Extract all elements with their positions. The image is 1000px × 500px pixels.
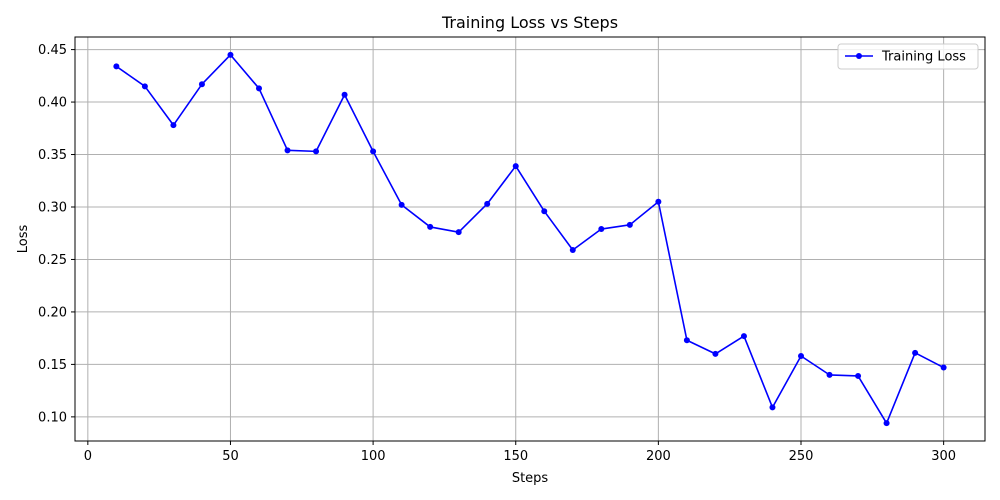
- y-tick-label: 0.20: [38, 305, 67, 320]
- data-point: [569, 247, 576, 254]
- data-point: [940, 364, 947, 371]
- y-tick-label: 0.30: [38, 200, 67, 215]
- y-tick-label: 0.40: [38, 96, 67, 111]
- data-point: [598, 226, 605, 233]
- data-point: [883, 420, 890, 427]
- x-axis-label: Steps: [512, 471, 549, 486]
- x-tick-label: 100: [361, 449, 386, 464]
- x-tick-label: 250: [789, 449, 814, 464]
- series-layer: [113, 51, 947, 427]
- data-point: [512, 163, 519, 170]
- legend: Training Loss: [837, 43, 979, 70]
- data-point: [740, 333, 747, 340]
- data-point: [455, 229, 462, 236]
- series-line-training-loss: [115, 54, 945, 424]
- data-point: [855, 372, 862, 379]
- y-tick-label: 0.15: [38, 358, 67, 373]
- data-point: [255, 85, 262, 92]
- plot-frame: [74, 36, 986, 442]
- data-point: [198, 81, 205, 88]
- legend-entry-training-loss: Training Loss: [881, 50, 966, 65]
- data-point: [912, 349, 919, 356]
- data-point: [227, 51, 234, 58]
- legend-box: [837, 43, 979, 70]
- data-point: [427, 223, 434, 230]
- data-point: [141, 83, 148, 90]
- x-tick-label: 150: [503, 449, 528, 464]
- data-point: [655, 198, 662, 205]
- x-tick-label: 300: [931, 449, 956, 464]
- legend-marker-swatch: [856, 53, 862, 59]
- grid: [75, 37, 985, 441]
- data-point: [113, 63, 120, 70]
- data-point: [313, 148, 320, 155]
- data-point: [826, 371, 833, 378]
- y-axis-label: Loss: [16, 225, 31, 254]
- data-point: [341, 91, 348, 98]
- x-tick-label: 50: [222, 449, 239, 464]
- data-point: [541, 208, 548, 215]
- data-point: [626, 221, 633, 228]
- y-tick-label: 0.35: [38, 148, 67, 163]
- data-point: [370, 148, 377, 155]
- data-point: [170, 122, 177, 129]
- data-point: [398, 201, 405, 208]
- x-tick-label: 0: [84, 449, 92, 464]
- x-tick-label: 200: [646, 449, 671, 464]
- data-point: [683, 337, 690, 344]
- ticks: 0 50 100 150 200 250 300 0.10 0.15 0.20 0.25 0.30 0.…: [38, 43, 956, 464]
- data-point: [284, 147, 291, 154]
- data-point: [769, 404, 776, 411]
- chart-title: Training Loss vs Steps: [441, 13, 618, 32]
- data-point: [712, 350, 719, 357]
- data-point: [798, 353, 805, 360]
- y-tick-label: 0.25: [38, 253, 67, 268]
- data-point: [484, 200, 491, 207]
- y-tick-label: 0.45: [38, 43, 67, 58]
- y-tick-label: 0.10: [38, 410, 67, 425]
